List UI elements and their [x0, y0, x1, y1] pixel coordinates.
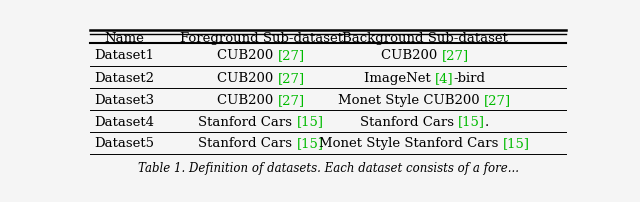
Text: [27]: [27]: [278, 72, 305, 84]
Text: CUB200: CUB200: [217, 93, 278, 106]
Text: [15]: [15]: [297, 137, 324, 150]
Text: [4]: [4]: [435, 72, 454, 84]
Text: Dataset1: Dataset1: [95, 49, 155, 62]
Text: [15]: [15]: [503, 137, 530, 150]
Text: [27]: [27]: [278, 49, 305, 62]
Text: Dataset3: Dataset3: [95, 93, 155, 106]
Text: [27]: [27]: [278, 93, 305, 106]
Text: Background Sub-dataset: Background Sub-dataset: [342, 32, 508, 45]
Text: Name: Name: [105, 32, 145, 45]
Text: Dataset4: Dataset4: [95, 115, 155, 128]
Text: CUB200: CUB200: [217, 49, 278, 62]
Text: CUB200: CUB200: [381, 49, 442, 62]
Text: Stanford Cars: Stanford Cars: [198, 137, 297, 150]
Text: Foreground Sub-dataset: Foreground Sub-dataset: [180, 32, 342, 45]
Text: Monet Style CUB200: Monet Style CUB200: [338, 93, 484, 106]
Text: Stanford Cars: Stanford Cars: [360, 115, 458, 128]
Text: CUB200: CUB200: [217, 72, 278, 84]
Text: Table 1. Definition of datasets. Each dataset consists of a fore...: Table 1. Definition of datasets. Each da…: [138, 162, 518, 175]
Text: ImageNet: ImageNet: [364, 72, 435, 84]
Text: [15]: [15]: [297, 115, 324, 128]
Text: .: .: [485, 115, 490, 128]
Text: [15]: [15]: [458, 115, 485, 128]
Text: [27]: [27]: [442, 49, 468, 62]
Text: Dataset2: Dataset2: [95, 72, 155, 84]
Text: [27]: [27]: [484, 93, 511, 106]
Text: Stanford Cars: Stanford Cars: [198, 115, 297, 128]
Text: -bird: -bird: [454, 72, 486, 84]
Text: Dataset5: Dataset5: [95, 137, 155, 150]
Text: Monet Style Stanford Cars: Monet Style Stanford Cars: [319, 137, 503, 150]
